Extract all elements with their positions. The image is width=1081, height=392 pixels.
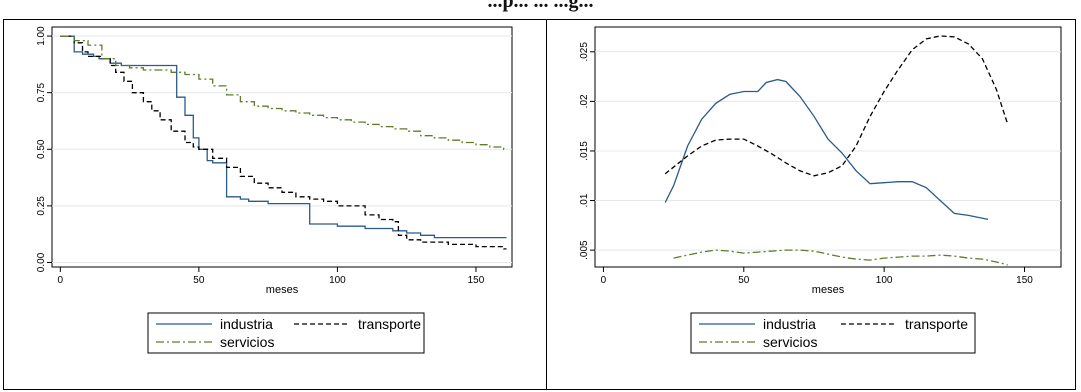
- y-tick-label: .005: [579, 240, 590, 260]
- plot-area: [594, 26, 1062, 268]
- x-tick-label: 0: [58, 275, 64, 286]
- y-tick-label: 0.00: [36, 252, 47, 272]
- legend-label: industria: [220, 316, 273, 332]
- legend-box: [147, 312, 425, 354]
- page-title: ...p... ... ...g...: [0, 0, 1081, 20]
- page-title-text: ...p... ... ...g...: [487, 0, 594, 12]
- panel-divider: [546, 19, 547, 390]
- legend-box: [690, 312, 976, 354]
- legend-label: transporte: [905, 316, 968, 332]
- y-tick-label: 0.50: [36, 139, 47, 159]
- plot-area: [51, 26, 513, 268]
- y-tick-label: 1.00: [36, 26, 47, 46]
- y-tick-label: 0.75: [36, 82, 47, 102]
- legend-label: industria: [763, 316, 816, 332]
- legend: industria transporte servicios: [147, 312, 425, 354]
- legend: industria transporte servicios: [690, 312, 976, 354]
- y-tick-label: 0.25: [36, 196, 47, 216]
- x-tick-label: 50: [193, 275, 205, 286]
- x-tick-label: 50: [738, 275, 750, 286]
- x-axis-label: meses: [812, 284, 845, 296]
- hazard-chart: .005 .01 .015 .02 .025 0 50 100 150 meses industri…: [579, 26, 1062, 354]
- y-tick-label: .01: [579, 193, 590, 207]
- legend-label: servicios: [220, 334, 274, 350]
- x-tick-label: 100: [876, 275, 893, 286]
- y-tick-label: .015: [579, 141, 590, 161]
- series-line-industria: [664, 78, 989, 221]
- figure-frame: [3, 19, 1076, 390]
- series-line-transporte: [664, 35, 1009, 177]
- legend-label: servicios: [763, 334, 817, 350]
- x-tick-label: 150: [468, 275, 485, 286]
- x-tick-label: 100: [329, 275, 346, 286]
- legend-label: transporte: [358, 316, 421, 332]
- survival-chart: 0.00 0.25 0.50 0.75 1.00 0 50 100 150 meses indust…: [36, 26, 513, 354]
- y-tick-label: .02: [579, 94, 590, 108]
- series-line-servicios: [60, 35, 507, 150]
- x-axis-label: meses: [266, 284, 299, 296]
- x-tick-label: 150: [1016, 275, 1033, 286]
- y-tick-label: .025: [579, 42, 590, 62]
- x-tick-label: 0: [601, 275, 607, 286]
- series-line-transporte: [60, 35, 507, 250]
- series-line-industria: [60, 35, 507, 239]
